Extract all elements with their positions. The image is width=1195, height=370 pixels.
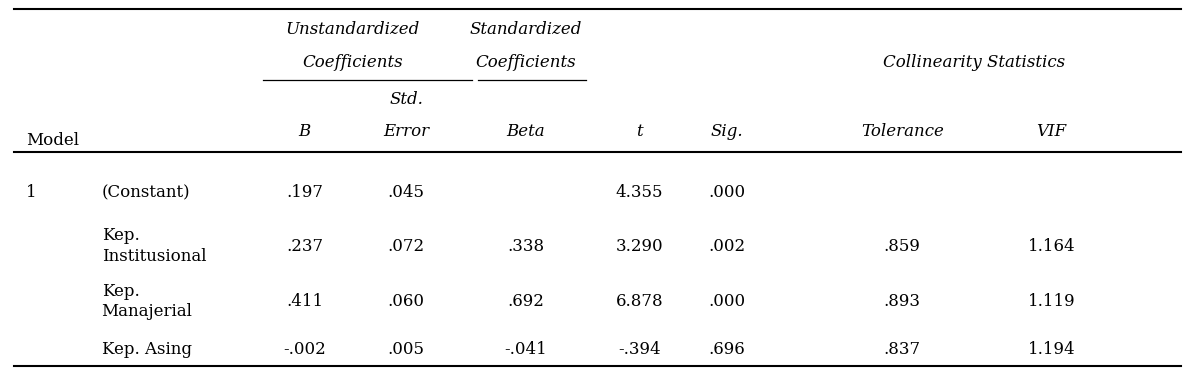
Text: Coefficients: Coefficients bbox=[302, 54, 403, 71]
Text: .837: .837 bbox=[883, 341, 921, 358]
Text: .411: .411 bbox=[286, 293, 324, 310]
Text: Institusional: Institusional bbox=[102, 248, 206, 265]
Text: Coefficients: Coefficients bbox=[476, 54, 576, 71]
Text: .893: .893 bbox=[884, 293, 920, 310]
Text: Tolerance: Tolerance bbox=[860, 123, 944, 140]
Text: .692: .692 bbox=[508, 293, 544, 310]
Text: Std.: Std. bbox=[390, 91, 423, 108]
Text: t: t bbox=[636, 123, 643, 140]
Text: .000: .000 bbox=[707, 184, 746, 201]
Text: -.002: -.002 bbox=[283, 341, 326, 358]
Text: Kep. Asing: Kep. Asing bbox=[102, 341, 191, 358]
Text: .696: .696 bbox=[709, 341, 744, 358]
Text: VIF: VIF bbox=[1036, 123, 1067, 140]
Text: Unstandardized: Unstandardized bbox=[286, 21, 419, 38]
Text: .237: .237 bbox=[286, 238, 324, 255]
Text: Collinearity Statistics: Collinearity Statistics bbox=[883, 54, 1065, 71]
Text: 1.194: 1.194 bbox=[1028, 341, 1076, 358]
Text: 1: 1 bbox=[26, 184, 37, 201]
Text: .045: .045 bbox=[388, 184, 424, 201]
Text: .197: .197 bbox=[287, 184, 323, 201]
Text: .859: .859 bbox=[884, 238, 920, 255]
Text: .002: .002 bbox=[707, 238, 746, 255]
Text: Error: Error bbox=[384, 123, 429, 140]
Text: (Constant): (Constant) bbox=[102, 184, 190, 201]
Text: .005: .005 bbox=[388, 341, 424, 358]
Text: .338: .338 bbox=[507, 238, 545, 255]
Text: Standardized: Standardized bbox=[470, 21, 582, 38]
Text: Kep.: Kep. bbox=[102, 228, 140, 244]
Text: 1.164: 1.164 bbox=[1028, 238, 1076, 255]
Text: -.041: -.041 bbox=[504, 341, 547, 358]
Text: Manajerial: Manajerial bbox=[102, 303, 192, 320]
Text: .000: .000 bbox=[707, 293, 746, 310]
Text: 6.878: 6.878 bbox=[615, 293, 663, 310]
Text: 3.290: 3.290 bbox=[615, 238, 663, 255]
Text: 1.119: 1.119 bbox=[1028, 293, 1076, 310]
Text: Sig.: Sig. bbox=[710, 123, 743, 140]
Text: .060: .060 bbox=[388, 293, 424, 310]
Text: 4.355: 4.355 bbox=[615, 184, 663, 201]
Text: B: B bbox=[299, 123, 311, 140]
Text: .072: .072 bbox=[387, 238, 425, 255]
Text: -.394: -.394 bbox=[618, 341, 661, 358]
Text: Beta: Beta bbox=[507, 123, 545, 140]
Text: Kep.: Kep. bbox=[102, 283, 140, 300]
Text: Model: Model bbox=[26, 132, 79, 149]
